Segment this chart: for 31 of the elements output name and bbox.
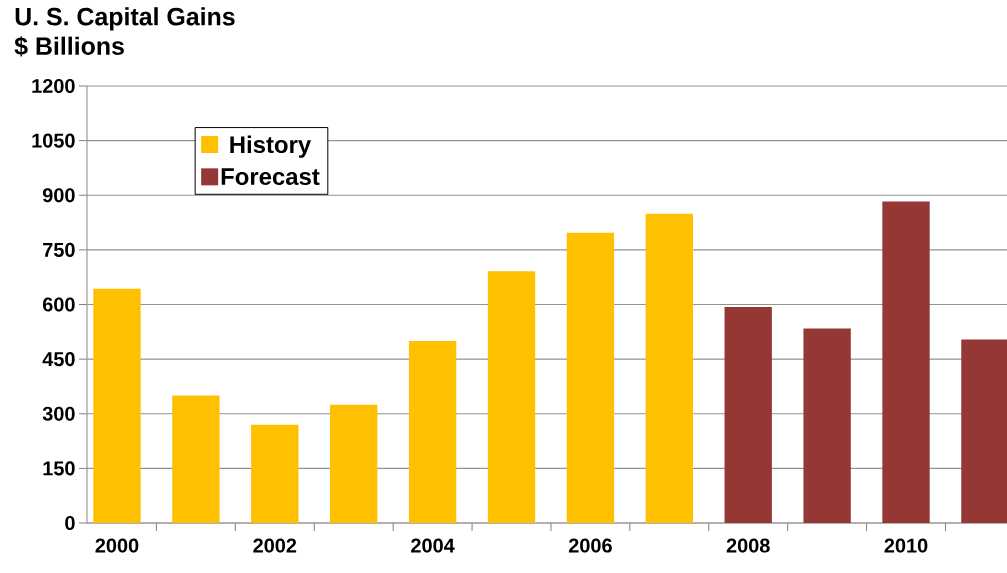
bar: [172, 395, 220, 523]
bar: [487, 271, 536, 523]
y-tick-label: 450: [42, 352, 75, 367]
legend-label: Forecast: [221, 168, 320, 186]
y-axis-title: $ Billions: [14, 36, 124, 57]
x-tick-label: 2000: [95, 538, 139, 553]
y-tick-label: 150: [43, 461, 75, 476]
chart-title: U. S. Capital Gains: [15, 7, 235, 31]
legend-label: History: [230, 135, 312, 158]
bar: [408, 340, 457, 523]
x-tick-label: 2004: [411, 538, 455, 553]
y-tick-label: 1050: [32, 133, 75, 148]
y-tick-label: 1200: [32, 78, 75, 94]
bar: [882, 201, 930, 523]
bar: [330, 404, 378, 523]
bar: [645, 213, 693, 523]
x-tick-label: 2006: [568, 538, 612, 553]
bar: [803, 328, 851, 523]
bar: [251, 424, 299, 523]
x-tick-label: 2010: [884, 538, 928, 553]
y-tick-label: 600: [42, 297, 75, 312]
bar: [724, 307, 772, 523]
y-tick-label: 300: [42, 406, 75, 421]
bar: [566, 232, 615, 523]
x-tick-label: 2008: [726, 538, 770, 553]
y-tick-label: 750: [43, 242, 75, 257]
y-tick-label: 900: [42, 188, 75, 203]
bar: [93, 288, 141, 523]
y-tick-label: 0: [65, 515, 75, 531]
x-tick-label: 2002: [253, 538, 297, 553]
bar: [961, 339, 1007, 523]
